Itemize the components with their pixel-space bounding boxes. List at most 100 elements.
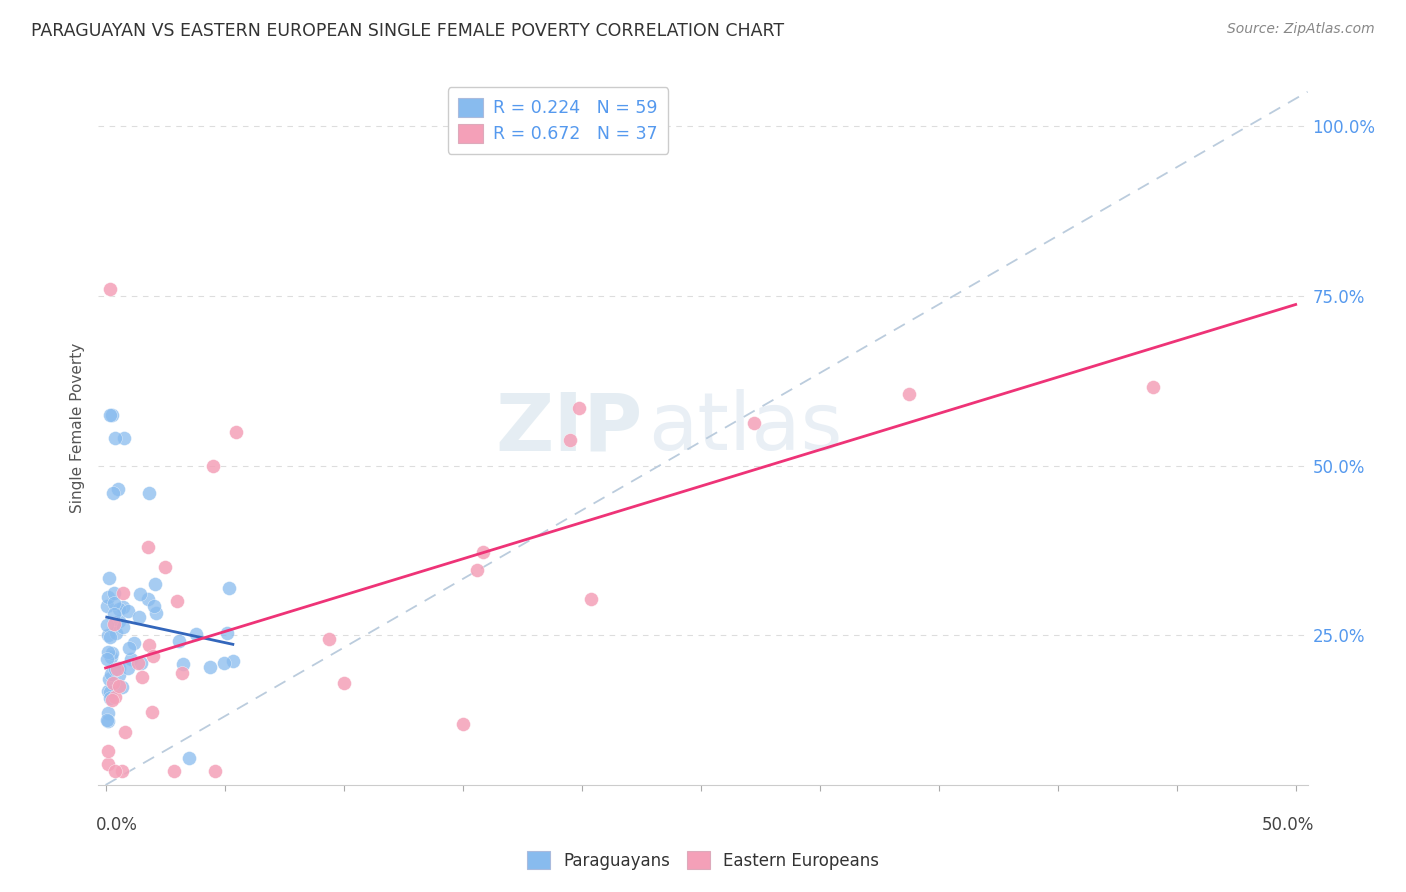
Point bbox=[118, 641, 141, 656]
Point bbox=[120, 652, 142, 666]
Point bbox=[112, 431, 135, 445]
Point bbox=[108, 602, 131, 616]
Text: 0.0%: 0.0% bbox=[96, 816, 138, 834]
Point bbox=[112, 599, 135, 614]
Point bbox=[107, 667, 129, 681]
Point bbox=[141, 705, 163, 719]
Point bbox=[100, 685, 122, 699]
Point bbox=[124, 635, 146, 649]
Point bbox=[103, 616, 125, 631]
Point bbox=[97, 706, 120, 720]
Point bbox=[217, 625, 239, 640]
Point bbox=[107, 615, 129, 629]
Point bbox=[163, 764, 186, 779]
Point bbox=[177, 751, 200, 765]
Point bbox=[129, 656, 152, 670]
Point bbox=[104, 662, 127, 676]
Point bbox=[103, 596, 125, 610]
Text: Source: ZipAtlas.com: Source: ZipAtlas.com bbox=[1227, 22, 1375, 37]
Point bbox=[128, 610, 150, 624]
Point bbox=[138, 638, 160, 652]
Point bbox=[101, 676, 124, 690]
Point bbox=[204, 764, 226, 779]
Point bbox=[101, 408, 124, 422]
Text: atlas: atlas bbox=[648, 389, 844, 467]
Point bbox=[103, 607, 125, 621]
Point bbox=[111, 620, 134, 634]
Point bbox=[107, 482, 129, 496]
Point bbox=[107, 662, 129, 676]
Point bbox=[451, 716, 474, 731]
Point bbox=[97, 714, 120, 728]
Point bbox=[114, 725, 136, 739]
Legend: Paraguayans, Eastern Europeans: Paraguayans, Eastern Europeans bbox=[520, 845, 886, 877]
Point bbox=[100, 691, 122, 706]
Point bbox=[100, 667, 122, 681]
Point bbox=[225, 425, 247, 439]
Point bbox=[142, 648, 165, 663]
Point bbox=[104, 431, 127, 445]
Point bbox=[104, 690, 127, 704]
Point bbox=[117, 661, 139, 675]
Point bbox=[97, 756, 120, 771]
Point bbox=[744, 417, 766, 431]
Point bbox=[138, 485, 160, 500]
Point bbox=[101, 692, 124, 706]
Point bbox=[104, 626, 127, 640]
Text: ZIP: ZIP bbox=[495, 389, 643, 467]
Point bbox=[898, 386, 921, 401]
Point bbox=[332, 676, 354, 690]
Point bbox=[186, 627, 208, 641]
Point bbox=[98, 630, 121, 644]
Point bbox=[1142, 380, 1164, 394]
Point bbox=[97, 744, 120, 758]
Point bbox=[96, 652, 118, 666]
Point bbox=[111, 586, 134, 600]
Point bbox=[97, 571, 120, 585]
Point bbox=[105, 662, 128, 676]
Point bbox=[97, 590, 120, 604]
Point bbox=[465, 563, 488, 577]
Point bbox=[101, 485, 124, 500]
Point bbox=[138, 540, 160, 554]
Point bbox=[98, 282, 121, 296]
Point bbox=[143, 576, 166, 591]
Point bbox=[153, 560, 176, 574]
Point bbox=[166, 594, 188, 608]
Point bbox=[579, 591, 602, 606]
Point bbox=[117, 604, 139, 618]
Point bbox=[97, 628, 120, 642]
Point bbox=[198, 659, 221, 673]
Legend: R = 0.224   N = 59, R = 0.672   N = 37: R = 0.224 N = 59, R = 0.672 N = 37 bbox=[447, 87, 668, 153]
Point bbox=[111, 764, 134, 779]
Point bbox=[100, 650, 122, 665]
Point bbox=[96, 713, 118, 727]
Point bbox=[103, 586, 125, 600]
Point bbox=[108, 661, 131, 675]
Point bbox=[111, 680, 134, 694]
Point bbox=[97, 684, 120, 698]
Point bbox=[96, 599, 118, 614]
Point bbox=[97, 645, 120, 659]
Point bbox=[127, 656, 149, 670]
Point bbox=[96, 618, 118, 632]
Point bbox=[172, 657, 194, 671]
Point bbox=[108, 680, 131, 694]
Point bbox=[98, 672, 121, 686]
Point bbox=[131, 670, 153, 684]
Point bbox=[145, 606, 167, 620]
Y-axis label: Single Female Poverty: Single Female Poverty bbox=[69, 343, 84, 513]
Point bbox=[212, 656, 235, 670]
Point bbox=[136, 592, 159, 607]
Point bbox=[201, 458, 224, 473]
Point bbox=[142, 599, 165, 613]
Point bbox=[218, 582, 240, 596]
Point bbox=[568, 401, 591, 416]
Point bbox=[101, 646, 124, 660]
Point bbox=[318, 632, 340, 646]
Point bbox=[98, 408, 121, 422]
Point bbox=[222, 654, 245, 668]
Point bbox=[169, 633, 191, 648]
Point bbox=[128, 587, 150, 601]
Text: 50.0%: 50.0% bbox=[1263, 816, 1315, 834]
